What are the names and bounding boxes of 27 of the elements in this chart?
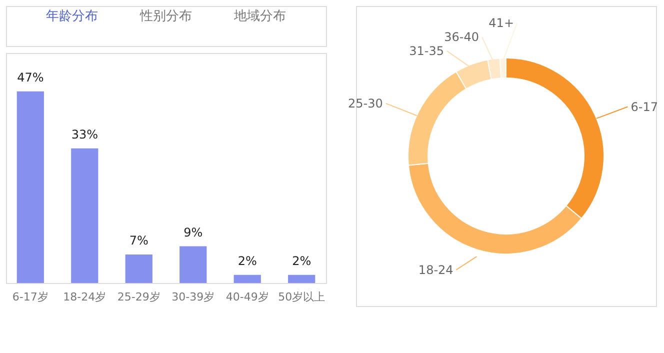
slice-label: 31-35 <box>409 44 444 58</box>
bar <box>16 91 44 283</box>
data-label: 2% <box>292 254 312 268</box>
bar <box>288 274 316 283</box>
slice-label: 36-40 <box>444 30 479 44</box>
bar <box>180 246 207 283</box>
x-tick-label: 50岁以上 <box>278 290 326 304</box>
bar <box>125 254 152 283</box>
text: 性别分布 <box>139 9 192 24</box>
x-tick-label: 18-24岁 <box>63 290 106 304</box>
bar <box>71 148 98 283</box>
x-tick-label: 40-49岁 <box>226 290 269 304</box>
data-label: 9% <box>184 225 203 240</box>
text: 年龄分布 <box>46 9 98 24</box>
data-label: 2% <box>238 254 257 268</box>
slice-label: 25-30 <box>348 96 383 110</box>
slice-label: 41+ <box>488 16 514 30</box>
data-label: 47% <box>17 70 44 84</box>
slice-label: 18-24 <box>418 262 454 277</box>
text: 地域分布 <box>233 9 286 24</box>
data-label: 33% <box>71 127 98 142</box>
x-tick-label: 30-39岁 <box>172 290 215 304</box>
x-tick-label: 6-17岁 <box>12 290 48 304</box>
x-tick-label: 25-29岁 <box>117 290 160 304</box>
slice-label: 6-17 <box>630 100 658 114</box>
data-label: 7% <box>129 233 148 248</box>
bar <box>234 274 261 283</box>
